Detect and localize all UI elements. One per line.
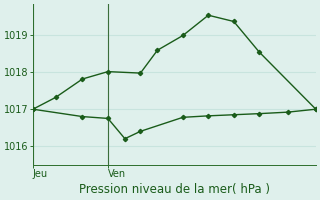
X-axis label: Pression niveau de la mer( hPa ): Pression niveau de la mer( hPa ) bbox=[79, 183, 270, 196]
